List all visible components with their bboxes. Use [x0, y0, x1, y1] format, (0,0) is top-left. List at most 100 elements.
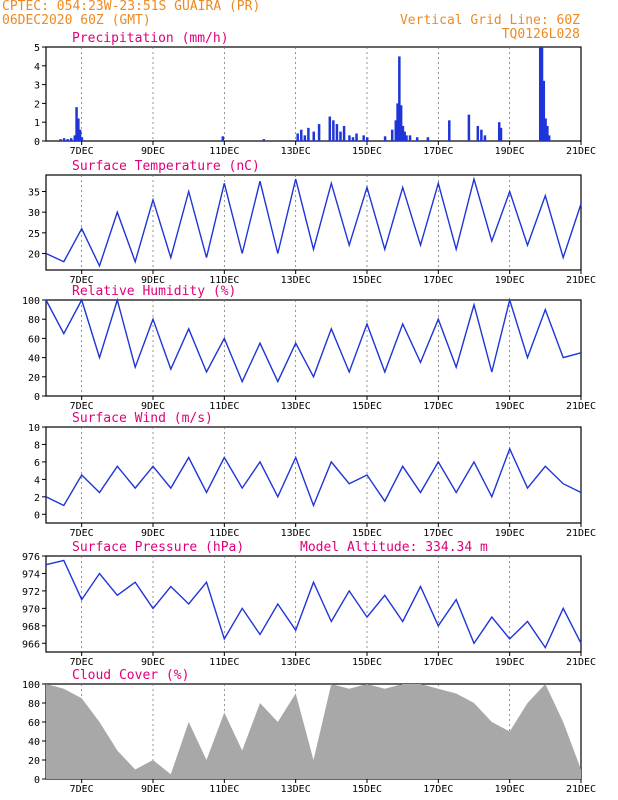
wind-x-tick-label: 19DEC	[495, 528, 525, 539]
wind-x-tick-label: 17DEC	[423, 528, 453, 539]
precipitation-bar	[59, 139, 62, 141]
wind-x-tick-label: 11DEC	[209, 528, 239, 539]
cloud-cover-y-tick-label: 0	[34, 775, 40, 786]
cloud-cover-y-tick-label: 60	[28, 718, 40, 729]
wind-x-tick-label: 7DEC	[70, 528, 94, 539]
precipitation-bar	[401, 125, 405, 141]
temperature-x-tick-label: 11DEC	[209, 275, 239, 286]
cloud-cover-y-tick-label: 80	[28, 699, 40, 710]
precipitation-x-tick-label: 17DEC	[423, 146, 453, 157]
humidity-x-tick-label: 21DEC	[566, 401, 596, 412]
pressure-x-tick-label: 11DEC	[209, 657, 239, 668]
precipitation-bar	[78, 129, 82, 141]
precipitation-bar	[383, 136, 387, 141]
precipitation-bar	[542, 80, 546, 141]
precipitation-bar	[66, 139, 69, 141]
wind-y-tick-label: 2	[34, 493, 40, 504]
precipitation-bar	[396, 103, 399, 141]
precipitation-x-tick-label: 13DEC	[281, 146, 311, 157]
wind-y-tick-label: 6	[34, 458, 40, 469]
pressure-line	[45, 559, 582, 650]
precipitation-y-tick-label: 0	[34, 137, 40, 148]
header-run-date: 06DEC2020 60Z (GMT)	[2, 13, 151, 28]
wind-x-tick-label: 13DEC	[281, 528, 311, 539]
precipitation-bar	[73, 135, 77, 141]
pressure-x-tick-label: 15DEC	[352, 657, 382, 668]
precipitation-x-tick-label: 9DEC	[141, 146, 165, 157]
pressure-y-tick-label: 972	[22, 587, 40, 598]
precipitation-y-tick-label: 1	[34, 118, 40, 129]
precipitation-bar	[415, 137, 419, 141]
temperature-x-tick-label: 15DEC	[352, 275, 382, 286]
temperature-x-tick-label: 21DEC	[566, 275, 596, 286]
precipitation-bar	[408, 135, 412, 141]
humidity-y-tick-label: 40	[28, 354, 40, 365]
pressure-x-tick-label: 19DEC	[495, 657, 525, 668]
precipitation-bar	[547, 135, 551, 141]
humidity-y-tick-label: 20	[28, 373, 40, 384]
precipitation-bar	[312, 131, 315, 141]
precipitation-bar	[77, 118, 80, 141]
cloud-cover-y-tick-label: 40	[28, 737, 40, 748]
precipitation-bar	[366, 137, 369, 141]
pressure-y-tick-label: 968	[22, 622, 40, 633]
temperature-x-tick-label: 17DEC	[423, 275, 453, 286]
pressure-x-tick-label: 21DEC	[566, 657, 596, 668]
precipitation-x-tick-label: 11DEC	[209, 146, 239, 157]
precipitation-bar	[262, 139, 266, 141]
cloud-cover-x-tick-label: 13DEC	[281, 784, 311, 795]
precipitation-bar	[398, 56, 401, 141]
humidity-y-tick-label: 60	[28, 334, 40, 345]
precipitation-bar	[499, 127, 503, 141]
precipitation-bar	[328, 116, 332, 141]
temperature-line	[45, 176, 582, 268]
precipitation-bar	[303, 135, 307, 141]
precipitation-y-tick-label: 3	[34, 81, 40, 92]
temperature-y-tick-label: 35	[28, 188, 40, 199]
temperature-frame	[45, 174, 582, 271]
precipitation-title: Precipitation (mm/h)	[72, 31, 229, 46]
precipitation-bar	[332, 120, 335, 141]
precipitation-x-tick-label: 15DEC	[352, 146, 382, 157]
wind-y-tick-label: 8	[34, 440, 40, 451]
pressure-annotation: Model Altitude: 334.34 m	[300, 540, 488, 555]
header-grid-note: Vertical Grid Line: 60Z	[399, 13, 580, 28]
pressure-x-tick-label: 13DEC	[281, 657, 311, 668]
precipitation-bar	[480, 129, 483, 141]
precipitation-bar	[335, 124, 339, 141]
precipitation-x-tick-label: 7DEC	[70, 146, 94, 157]
temperature-x-tick-label: 7DEC	[70, 275, 94, 286]
precipitation-bar	[221, 136, 225, 141]
wind-title: Surface Wind (m/s)	[72, 411, 213, 426]
precipitation-bar	[476, 125, 480, 141]
precipitation-bar	[351, 137, 355, 141]
precipitation-bar	[497, 122, 501, 141]
precipitation-bar	[342, 125, 346, 141]
temperature-title: Surface Temperature (nC)	[72, 159, 260, 174]
precipitation-bar	[75, 107, 78, 141]
pressure-x-tick-label: 17DEC	[423, 657, 453, 668]
humidity-x-tick-label: 15DEC	[352, 401, 382, 412]
precipitation-bar	[390, 129, 394, 141]
wind-y-tick-label: 10	[28, 423, 40, 434]
precipitation-y-tick-label: 4	[34, 62, 40, 73]
humidity-title: Relative Humidity (%)	[72, 284, 236, 299]
temperature-y-tick-label: 30	[28, 208, 40, 219]
cloud-cover-x-tick-label: 11DEC	[209, 784, 239, 795]
humidity-x-tick-label: 7DEC	[70, 401, 94, 412]
temperature-x-tick-label: 13DEC	[281, 275, 311, 286]
precipitation-bar	[348, 135, 351, 141]
precipitation-bar	[405, 135, 408, 141]
precipitation-bar	[80, 137, 84, 141]
cloud-cover-x-tick-label: 15DEC	[352, 784, 382, 795]
precipitation-bar	[394, 120, 398, 141]
cloud-cover-title: Cloud Cover (%)	[72, 668, 189, 683]
precipitation-bar	[448, 120, 451, 141]
precipitation-bar	[540, 47, 544, 141]
humidity-x-tick-label: 13DEC	[281, 401, 311, 412]
temperature-y-tick-label: 25	[28, 229, 40, 240]
precipitation-bar	[399, 105, 403, 141]
precipitation-bar	[546, 125, 549, 141]
pressure-title: Surface Pressure (hPa)	[72, 540, 244, 555]
